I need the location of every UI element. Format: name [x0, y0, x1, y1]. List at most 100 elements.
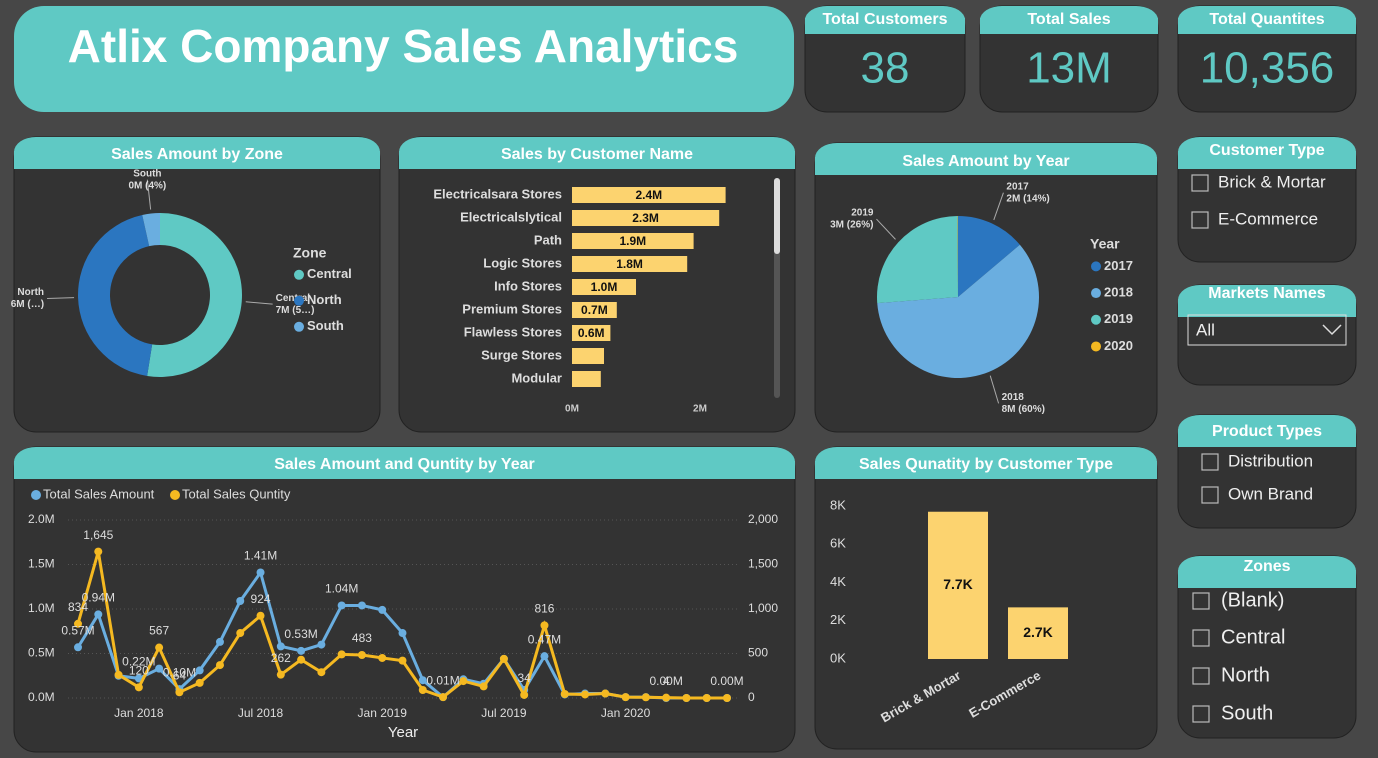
line-point [581, 690, 590, 699]
data-label: 1.9M [619, 234, 646, 248]
legend-label: 2018 [1104, 284, 1133, 299]
legend-marker [294, 321, 304, 332]
panel-title: Customer Type [1209, 142, 1324, 159]
y-tick-label: Flawless Stores [464, 324, 562, 339]
line-point [114, 670, 123, 679]
x-axis-title: Year [388, 724, 418, 741]
line-point [276, 670, 285, 679]
slicer-option[interactable]: South [1221, 702, 1273, 724]
data-label-category: South [133, 168, 161, 179]
data-label-category: North [17, 287, 44, 298]
slicer-option[interactable]: North [1221, 664, 1270, 686]
data-label: 0.57M [61, 623, 94, 637]
data-label: 0M (4%) [128, 180, 166, 191]
checkbox[interactable] [1201, 453, 1219, 471]
line-point [94, 610, 103, 619]
line-point [215, 637, 224, 646]
y2-tick-label: 1,000 [748, 601, 778, 615]
bar [572, 187, 726, 203]
y-tick-label: Logic Stores [483, 255, 562, 270]
panel-title: Sales Amount and Quntity by Year [274, 456, 535, 473]
data-label: 2M (14%) [1006, 193, 1049, 204]
data-label: 120 [129, 663, 149, 677]
data-label: 4 [663, 674, 670, 688]
panel-header [14, 461, 795, 479]
data-label: 2.7K [1023, 624, 1053, 640]
legend-label: North [307, 292, 342, 307]
data-label: 34 [518, 671, 532, 685]
y2-tick-label: 0 [748, 690, 755, 704]
panel-title: Sales Amount by Zone [111, 146, 283, 163]
line-point [155, 643, 164, 652]
title-banner [14, 6, 794, 112]
data-label: 1.0M [591, 280, 618, 294]
y2-tick-label: 500 [748, 646, 768, 660]
checkbox[interactable] [1192, 705, 1210, 723]
data-label: 3M (26%) [830, 220, 873, 231]
line-point [398, 629, 407, 638]
data-label: 7M (5…) [276, 305, 315, 316]
line-point [418, 676, 427, 685]
y-tick-label: Surge Stores [481, 347, 562, 362]
scrollbar-thumb[interactable] [774, 178, 780, 254]
line-point [662, 693, 671, 702]
data-label: 1.8M [616, 257, 643, 271]
data-label: 0.22M [122, 655, 155, 669]
legend-marker [1091, 314, 1101, 325]
y-tick-label: 8K [830, 497, 846, 512]
bar [928, 511, 988, 659]
checkbox[interactable] [1192, 629, 1210, 647]
data-label: 834 [68, 600, 88, 614]
checkbox[interactable] [1192, 592, 1210, 610]
line-point [74, 643, 82, 652]
panel-title: Zones [1243, 558, 1290, 575]
line-point [601, 689, 610, 698]
dropdown[interactable] [1187, 314, 1347, 346]
y-tick-label: Info Stores [494, 278, 562, 293]
legend-marker [294, 269, 304, 280]
donut-slice [78, 214, 153, 376]
slicer-option[interactable]: Own Brand [1228, 484, 1313, 503]
line-point [256, 611, 265, 620]
checkbox[interactable] [1191, 211, 1209, 229]
y-tick-label: Modular [511, 370, 562, 385]
data-label: 64 [173, 668, 187, 682]
data-label: 0.94M [82, 591, 115, 605]
x-tick-label: 2M [693, 404, 707, 415]
slicer-option[interactable]: E-Commerce [1218, 209, 1318, 228]
data-label: 262 [271, 651, 291, 665]
bar [572, 279, 636, 295]
y-tick-label: 0.5M [28, 646, 55, 660]
data-label: 2.4M [635, 188, 662, 202]
slicer-option[interactable]: Brick & Mortar [1218, 172, 1326, 191]
kpi-value: 10,356 [1200, 44, 1335, 93]
panel-header [815, 461, 1157, 479]
checkbox[interactable] [1192, 667, 1210, 685]
checkbox[interactable] [1191, 174, 1209, 192]
line-point [641, 693, 650, 702]
panel-header [815, 157, 1157, 175]
checkbox[interactable] [1201, 486, 1219, 504]
line-point [621, 693, 630, 702]
line-point [459, 677, 468, 686]
dropdown-value[interactable]: All [1196, 320, 1215, 339]
slicer-option[interactable]: Distribution [1228, 451, 1313, 470]
data-label: 0.01M [426, 673, 459, 687]
legend-marker [1091, 261, 1101, 272]
panel-title: Sales Qunatity by Customer Type [859, 456, 1113, 473]
line-point [175, 688, 184, 697]
line-point [418, 685, 427, 694]
line-point [540, 621, 549, 630]
legend-marker [1091, 288, 1101, 299]
line-point [297, 655, 306, 664]
kpi-value: 13M [1026, 44, 1112, 93]
leader-line [989, 375, 1000, 404]
line-point [560, 689, 569, 698]
legend-marker [170, 490, 180, 500]
line-point [155, 664, 164, 673]
slicer-option[interactable]: (Blank) [1221, 589, 1284, 611]
slicer-option[interactable]: Central [1221, 626, 1285, 648]
bar [1008, 607, 1068, 659]
data-label: 816 [534, 602, 554, 616]
pie-slice [877, 244, 1039, 378]
